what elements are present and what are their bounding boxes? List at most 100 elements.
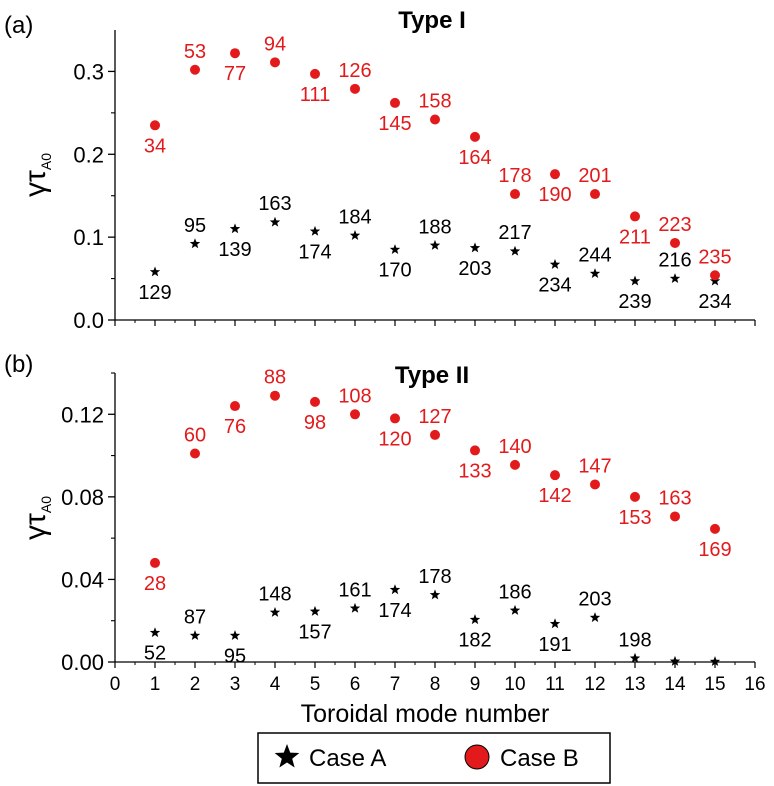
case-b-label: 201 — [578, 165, 611, 187]
case-b-label: 178 — [498, 165, 531, 187]
case-b-point — [550, 470, 560, 481]
case-a-star — [189, 630, 201, 641]
case-b-point — [670, 237, 680, 248]
case-b-point — [270, 57, 280, 68]
case-a-star — [309, 605, 321, 616]
y-tick-label: 0.1 — [73, 225, 104, 250]
case-a-star — [469, 614, 481, 625]
case-b-label: 126 — [338, 60, 371, 82]
case-a-star — [669, 655, 681, 666]
case-a-star — [429, 239, 441, 250]
y-tick-label: 0.3 — [73, 59, 104, 84]
case-b-label: 94 — [264, 33, 286, 55]
y-axis-title: γτA0 — [19, 153, 54, 197]
x-tick-label: 12 — [584, 674, 605, 695]
case-a-label: 203 — [458, 258, 491, 280]
case-a-label: 174 — [378, 600, 411, 622]
y-tick-label: 0.0 — [73, 308, 104, 333]
case-a-star — [629, 275, 641, 286]
case-a-label: 163 — [258, 193, 291, 215]
y-tick-label: 0.08 — [61, 485, 104, 510]
case-b-label: 77 — [224, 63, 246, 85]
case-b-point — [470, 131, 480, 142]
case-b-point — [430, 429, 440, 440]
case-a-star — [229, 223, 241, 234]
case-b-label: 235 — [698, 246, 731, 268]
case-b-point — [710, 270, 720, 281]
y-axis-title: γτA0 — [19, 496, 54, 540]
legend-circle-icon — [464, 744, 490, 770]
x-tick-label: 1 — [150, 674, 161, 695]
x-tick-label: 13 — [624, 674, 645, 695]
case-b-label: 164 — [458, 147, 491, 169]
case-a-label: 191 — [538, 634, 571, 656]
case-b-label: 34 — [144, 135, 166, 157]
case-a-label: 178 — [418, 566, 451, 588]
case-a-label: 52 — [144, 643, 166, 665]
case-a-star — [509, 604, 521, 615]
case-a-label: 170 — [378, 260, 411, 282]
case-b-point — [590, 189, 600, 200]
case-b-label: 223 — [658, 214, 691, 236]
y-tick-label: 0.2 — [73, 142, 104, 167]
case-b-label: 153 — [618, 507, 651, 529]
case-a-label: 148 — [258, 583, 291, 605]
case-a-label: 129 — [138, 282, 171, 304]
case-b-label: 111 — [300, 84, 330, 106]
case-a-label: 161 — [338, 579, 371, 601]
case-a-label: 184 — [338, 206, 371, 228]
case-a-label: 174 — [298, 241, 331, 263]
case-b-label: 133 — [458, 460, 491, 482]
case-b-point — [230, 401, 240, 412]
case-a-star — [709, 275, 721, 286]
case-b-point — [150, 120, 160, 131]
x-tick-label: 5 — [310, 674, 321, 695]
x-tick-label: 8 — [430, 674, 441, 695]
case-a-label: 188 — [418, 216, 451, 238]
x-tick-label: 15 — [704, 674, 725, 695]
case-b-point — [510, 459, 520, 470]
case-a-star — [549, 618, 561, 629]
case-b-label: 140 — [498, 436, 531, 458]
panel-title: Type II — [395, 362, 469, 389]
case-a-star — [349, 602, 361, 613]
case-a-label: 186 — [498, 581, 531, 603]
x-tick-label: 10 — [504, 674, 525, 695]
x-tick-label: 7 — [390, 674, 401, 695]
case-b-label: 88 — [264, 367, 286, 389]
case-a-star — [429, 589, 441, 600]
case-b-label: 145 — [378, 113, 411, 135]
case-b-label: 108 — [338, 385, 371, 407]
case-a-star — [149, 627, 161, 638]
panel-title: Type I — [398, 7, 466, 34]
case-a-label: 182 — [458, 630, 491, 652]
case-a-star — [349, 229, 361, 240]
case-b-label: 211 — [619, 226, 651, 248]
case-b-label: 98 — [304, 412, 326, 434]
case-b-point — [470, 445, 480, 456]
panel-b: 0.000.040.080.120 1 2 3 4 5 6 7 8 9 10 11 12 13 14 15 16… — [4, 351, 766, 728]
case-b-label: 163 — [658, 487, 691, 509]
case-a-label: 95 — [184, 215, 206, 237]
legend: Case A Case B — [257, 732, 611, 784]
case-b-point — [230, 48, 240, 59]
case-a-star — [269, 216, 281, 227]
case-a-label: 216 — [658, 250, 691, 272]
case-b-point — [310, 396, 320, 407]
case-b-point — [670, 511, 680, 522]
y-tick-label: 0.00 — [61, 650, 104, 675]
case-a-label: 157 — [298, 621, 331, 643]
case-b-point — [550, 169, 560, 180]
case-a-star — [589, 612, 601, 623]
case-b-point — [350, 83, 360, 94]
y-tick-label: 0.04 — [61, 567, 104, 592]
x-tick-label: 0 — [110, 674, 121, 695]
case-a-label: 95 — [224, 646, 246, 668]
case-a-star — [589, 268, 601, 279]
legend-label-case-b: Case B — [500, 745, 579, 772]
case-b-label: 127 — [418, 406, 451, 428]
case-a-star — [629, 652, 641, 663]
case-b-point — [710, 523, 720, 534]
x-tick-label: 2 — [190, 674, 201, 695]
case-a-star — [389, 584, 401, 595]
